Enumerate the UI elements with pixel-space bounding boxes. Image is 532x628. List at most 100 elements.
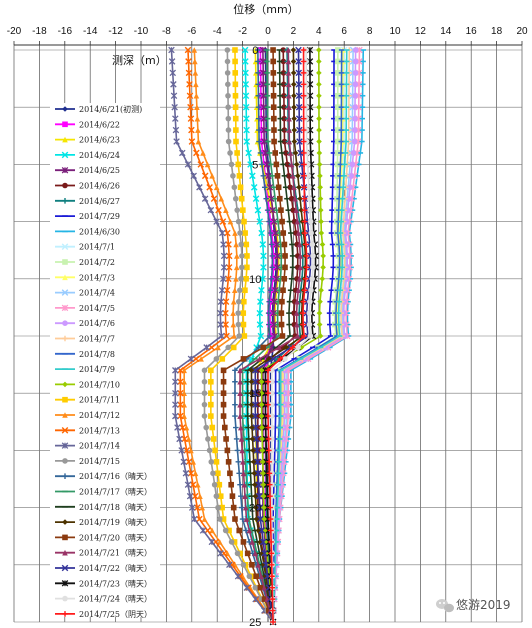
data-point — [278, 310, 285, 316]
data-point — [197, 493, 203, 499]
data-point — [281, 115, 287, 122]
legend-item: 2014/6/23 — [55, 136, 120, 145]
data-point — [316, 58, 322, 65]
data-point — [261, 516, 267, 522]
data-point — [174, 424, 181, 431]
data-point — [237, 367, 243, 374]
legend-label: 2014/6/25 — [79, 166, 120, 175]
series-33 — [265, 47, 310, 625]
data-point — [216, 481, 223, 488]
data-point — [282, 264, 288, 271]
data-point — [270, 81, 277, 88]
legend-label: 2014/7/7 — [79, 335, 115, 344]
data-point — [259, 447, 266, 454]
data-point — [281, 127, 288, 133]
data-point — [286, 138, 293, 145]
data-point — [188, 138, 196, 145]
data-point — [352, 104, 358, 110]
data-point — [242, 493, 248, 499]
data-point — [266, 459, 272, 465]
depth-tick-label: 10 — [249, 274, 261, 286]
data-point — [217, 309, 224, 317]
data-point — [238, 276, 244, 282]
x-tick-label: -18 — [32, 26, 47, 37]
data-point — [234, 447, 241, 454]
data-point — [260, 264, 267, 271]
data-point — [267, 504, 274, 511]
data-point — [241, 333, 248, 339]
data-point — [207, 206, 215, 214]
data-point — [260, 126, 268, 134]
data-point — [234, 207, 241, 213]
data-point — [232, 195, 239, 202]
data-point — [269, 424, 275, 431]
data-point — [232, 70, 239, 76]
data-point — [270, 70, 277, 76]
data-point — [269, 390, 275, 397]
data-point — [190, 172, 197, 180]
data-point — [301, 161, 307, 168]
data-point — [285, 58, 292, 65]
data-point — [225, 459, 232, 465]
data-point — [349, 161, 356, 168]
data-point — [266, 481, 273, 488]
data-point — [288, 161, 295, 168]
data-point — [259, 46, 267, 54]
data-point — [233, 241, 239, 248]
data-point — [233, 127, 239, 133]
data-point — [273, 161, 280, 168]
data-point — [208, 378, 214, 385]
data-point — [241, 298, 247, 305]
data-point — [188, 126, 195, 134]
data-point — [281, 276, 288, 282]
legend-label: 2014/7/3 — [79, 273, 115, 282]
data-point — [268, 562, 275, 568]
legend-item: 2014/7/4 — [55, 289, 115, 298]
data-point — [261, 550, 268, 557]
data-point — [213, 459, 220, 465]
data-point — [286, 92, 292, 99]
data-point — [184, 46, 192, 54]
depth-tick-label: 25 — [249, 617, 261, 628]
data-point — [303, 241, 309, 248]
legend-label: 2014/7/16（晴天） — [79, 471, 152, 481]
data-point — [297, 264, 304, 271]
data-point — [237, 184, 244, 191]
data-point — [232, 92, 239, 99]
data-point — [300, 138, 307, 145]
data-point — [232, 47, 238, 53]
data-point — [241, 218, 247, 225]
legend-swatch-marker — [62, 136, 68, 143]
data-point — [243, 516, 250, 522]
data-point — [295, 69, 303, 77]
data-point — [181, 401, 187, 408]
data-point — [320, 264, 326, 271]
data-point — [187, 115, 195, 122]
data-point — [296, 138, 303, 145]
data-point — [234, 572, 242, 580]
x-tick-label: -10 — [134, 26, 149, 37]
data-point — [177, 412, 184, 420]
data-point — [177, 378, 184, 386]
data-point — [230, 173, 236, 179]
data-point — [249, 436, 256, 442]
data-point — [222, 527, 229, 534]
data-point — [289, 344, 296, 351]
data-point — [265, 436, 272, 442]
legend-label: 2014/7/13 — [79, 426, 120, 435]
legend-swatch-marker — [61, 243, 69, 250]
depth-tick-labels: 0 5 10 15 20 25 — [249, 45, 261, 628]
x-tick-label: -14 — [83, 26, 98, 37]
legend-item: 2014/7/2 — [55, 258, 115, 267]
data-point — [300, 115, 307, 122]
data-point — [205, 436, 211, 442]
data-point — [286, 104, 292, 110]
data-point — [242, 58, 249, 65]
data-point — [269, 401, 275, 408]
data-point — [308, 230, 314, 236]
data-point — [265, 401, 271, 408]
data-point — [254, 469, 262, 477]
data-point — [257, 298, 264, 305]
data-point — [259, 550, 265, 557]
